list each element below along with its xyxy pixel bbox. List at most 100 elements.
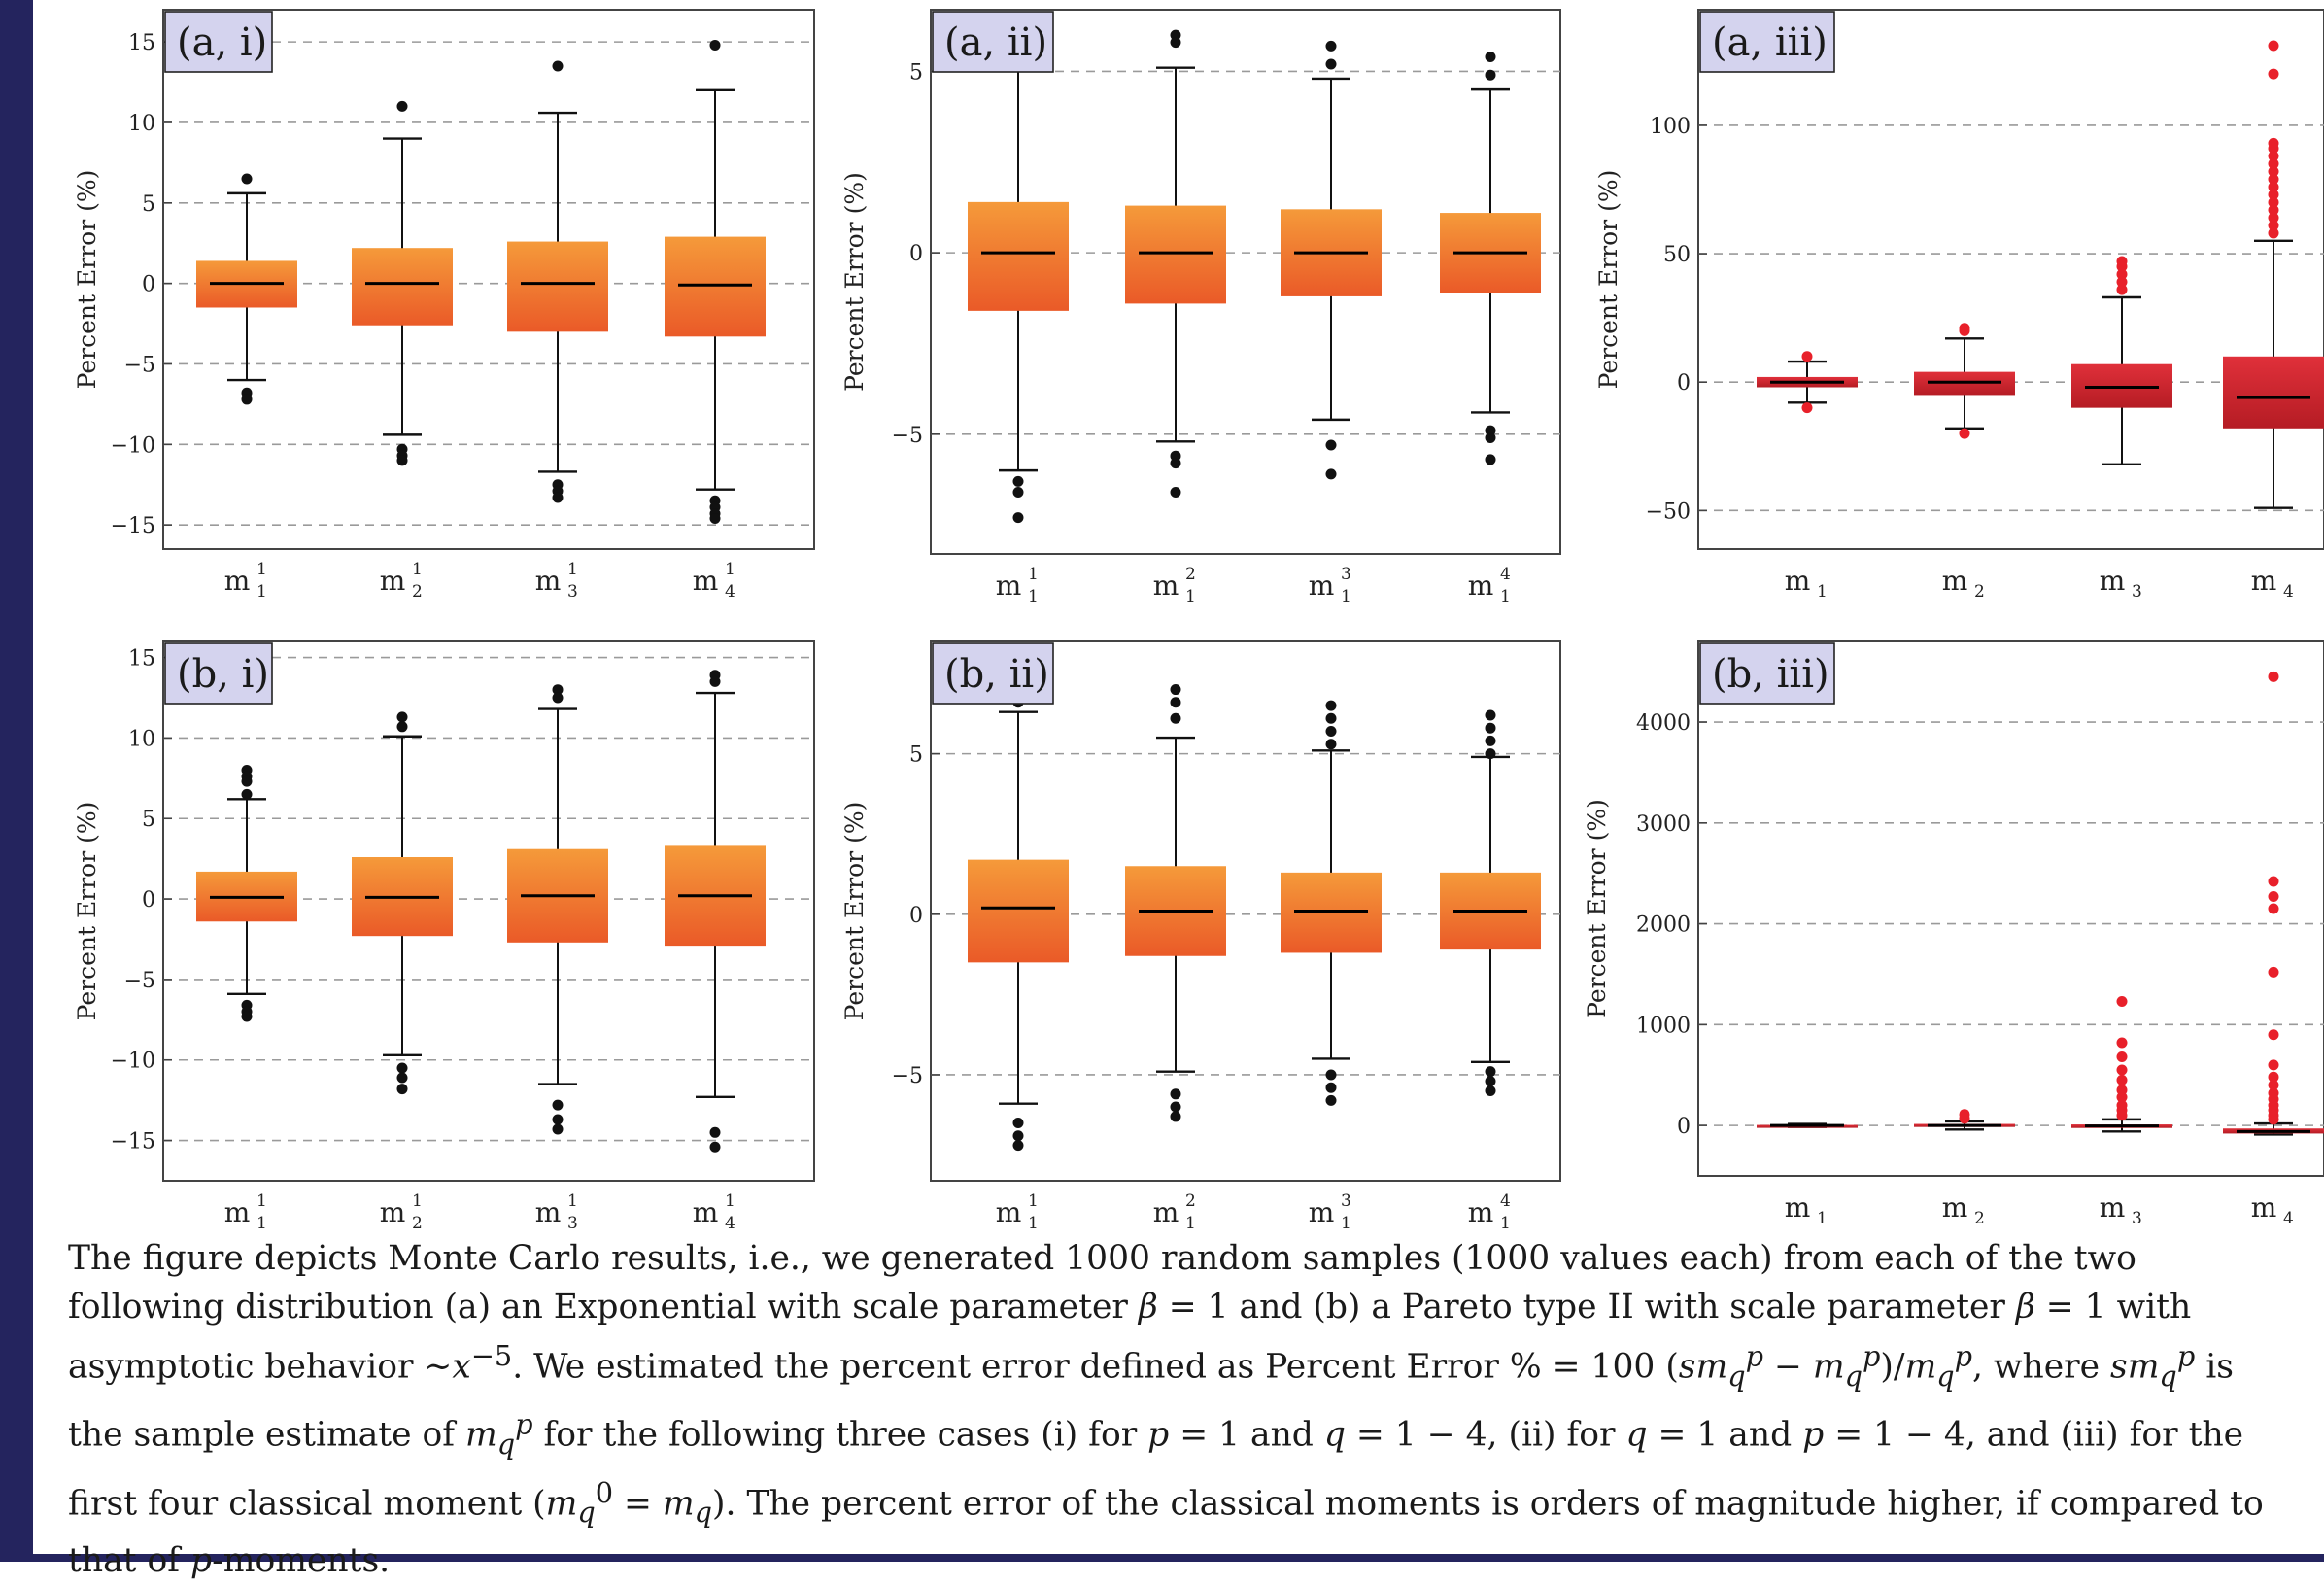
- outlier-point: [396, 455, 408, 466]
- y-tick-label: −15: [111, 1130, 155, 1154]
- outlier-point: [1485, 1066, 1496, 1078]
- panel-label: (a, ii): [944, 20, 1047, 65]
- x-tick-label: m: [380, 565, 406, 597]
- y-axis-label: Percent Error (%): [73, 170, 101, 390]
- y-tick-label: 0: [1677, 1115, 1691, 1139]
- outlier-point: [2268, 1059, 2279, 1071]
- x-tick-subscript: 2: [1974, 582, 1985, 602]
- panel-label-box: [164, 11, 273, 73]
- x-tick-label: m: [2100, 1191, 2126, 1223]
- x-tick-label: m: [1785, 565, 1811, 597]
- plot-frame: [1697, 640, 2324, 1177]
- outlier-point: [241, 1011, 253, 1022]
- bottom-frame-bar: [0, 1554, 2324, 1562]
- y-tick-label: −5: [124, 969, 155, 993]
- outlier-point: [2116, 1085, 2128, 1096]
- y-axis-label: Percent Error (%): [1583, 799, 1611, 1018]
- outlier-point: [1325, 1069, 1337, 1081]
- y-axis-label: Percent Error (%): [840, 802, 869, 1021]
- outlier-point: [552, 1123, 564, 1135]
- outlier-point: [2268, 903, 2279, 914]
- x-tick-subscript: 2: [1974, 1209, 1985, 1228]
- y-axis-label: Percent Error (%): [840, 172, 869, 392]
- y-tick-label: −10: [111, 1050, 155, 1074]
- y-tick-label: −5: [892, 1064, 923, 1088]
- caption-line-1: The figure depicts Monte Carlo results, …: [68, 1239, 2136, 1278]
- x-tick-subscript: 1: [1817, 1209, 1828, 1228]
- box-iqr: [2223, 356, 2324, 429]
- x-tick-subscript: 4: [2283, 582, 2294, 602]
- outlier-point: [241, 788, 253, 800]
- box-2: m 1 2: [1125, 29, 1226, 606]
- y-tick-label: 10: [128, 112, 155, 136]
- x-tick-superscript: 4: [1500, 1191, 1511, 1211]
- outlier-point: [2116, 995, 2128, 1007]
- box-iqr: [507, 241, 608, 332]
- box-iqr: [1125, 205, 1226, 304]
- x-tick-superscript: 1: [725, 560, 735, 579]
- outlier-point: [1012, 487, 1024, 499]
- outlier-point: [1170, 697, 1181, 708]
- x-tick-subscript: 4: [725, 582, 735, 602]
- x-tick-subscript: 2: [412, 582, 423, 602]
- caption-line-4: the sample estimate of mqp for the follo…: [68, 1407, 2244, 1461]
- panel-label: (b, iii): [1712, 652, 1829, 697]
- x-tick-superscript: 1: [1028, 565, 1039, 584]
- outlier-point: [709, 1126, 721, 1138]
- y-tick-label: 10: [128, 727, 155, 751]
- outlier-point: [1170, 1101, 1181, 1113]
- caption-line-5: first four classical moment (mq0 = mq). …: [68, 1475, 2264, 1530]
- box-3: m 1 3: [1281, 40, 1382, 606]
- box-4: m 1 4: [1440, 709, 1541, 1229]
- box-4: m 4 1: [665, 39, 766, 602]
- x-tick-label: m: [2251, 1191, 2277, 1223]
- panel-label-box: [1699, 642, 1835, 705]
- x-tick-superscript: 1: [412, 1191, 423, 1211]
- outlier-point: [2268, 166, 2279, 177]
- x-tick-superscript: 1: [412, 560, 423, 579]
- x-tick-label: m: [1942, 1191, 1968, 1223]
- x-tick-label: m: [380, 1196, 406, 1228]
- outlier-point: [2268, 181, 2279, 192]
- outlier-point: [2268, 40, 2279, 52]
- y-tick-label: 15: [128, 647, 155, 672]
- panel-label: (b, i): [177, 652, 269, 697]
- x-tick-superscript: 3: [1341, 1191, 1351, 1211]
- y-axis-label: Percent Error (%): [73, 802, 101, 1021]
- y-tick-label: −10: [111, 433, 155, 458]
- y-tick-label: 5: [142, 808, 155, 832]
- outlier-point: [1170, 487, 1181, 499]
- outlier-point: [2268, 204, 2279, 216]
- box-4: m 4 1: [665, 670, 766, 1229]
- outlier-point: [2268, 151, 2279, 162]
- caption-line-3: asymptotic behavior ~x−5. We estimated t…: [68, 1339, 2234, 1393]
- outlier-point: [2268, 212, 2279, 224]
- box-iqr: [968, 201, 1069, 311]
- y-tick-label: 0: [142, 273, 155, 297]
- y-tick-label: 15: [128, 31, 155, 55]
- y-tick-label: 4000: [1636, 711, 1691, 736]
- outlier-point: [2116, 1099, 2128, 1111]
- y-tick-label: 3000: [1636, 812, 1691, 837]
- outlier-point: [1170, 458, 1181, 469]
- x-tick-superscript: 1: [256, 560, 267, 579]
- outlier-point: [1801, 402, 1813, 414]
- x-tick-label: m: [2100, 565, 2126, 597]
- figure-caption: The figure depicts Monte Carlo results, …: [68, 1234, 2303, 1585]
- outlier-point: [1801, 351, 1813, 362]
- x-tick-label: m: [1309, 1196, 1335, 1228]
- outlier-point: [552, 492, 564, 503]
- box-3: m 1 3: [1281, 700, 1382, 1229]
- caption-line-6: that of p-moments.: [68, 1541, 391, 1581]
- box-1: m 1 1: [968, 48, 1069, 606]
- outlier-point: [241, 173, 253, 185]
- box-2: m 2 1: [352, 100, 453, 602]
- outlier-point: [1325, 439, 1337, 451]
- box-iqr: [1281, 872, 1382, 953]
